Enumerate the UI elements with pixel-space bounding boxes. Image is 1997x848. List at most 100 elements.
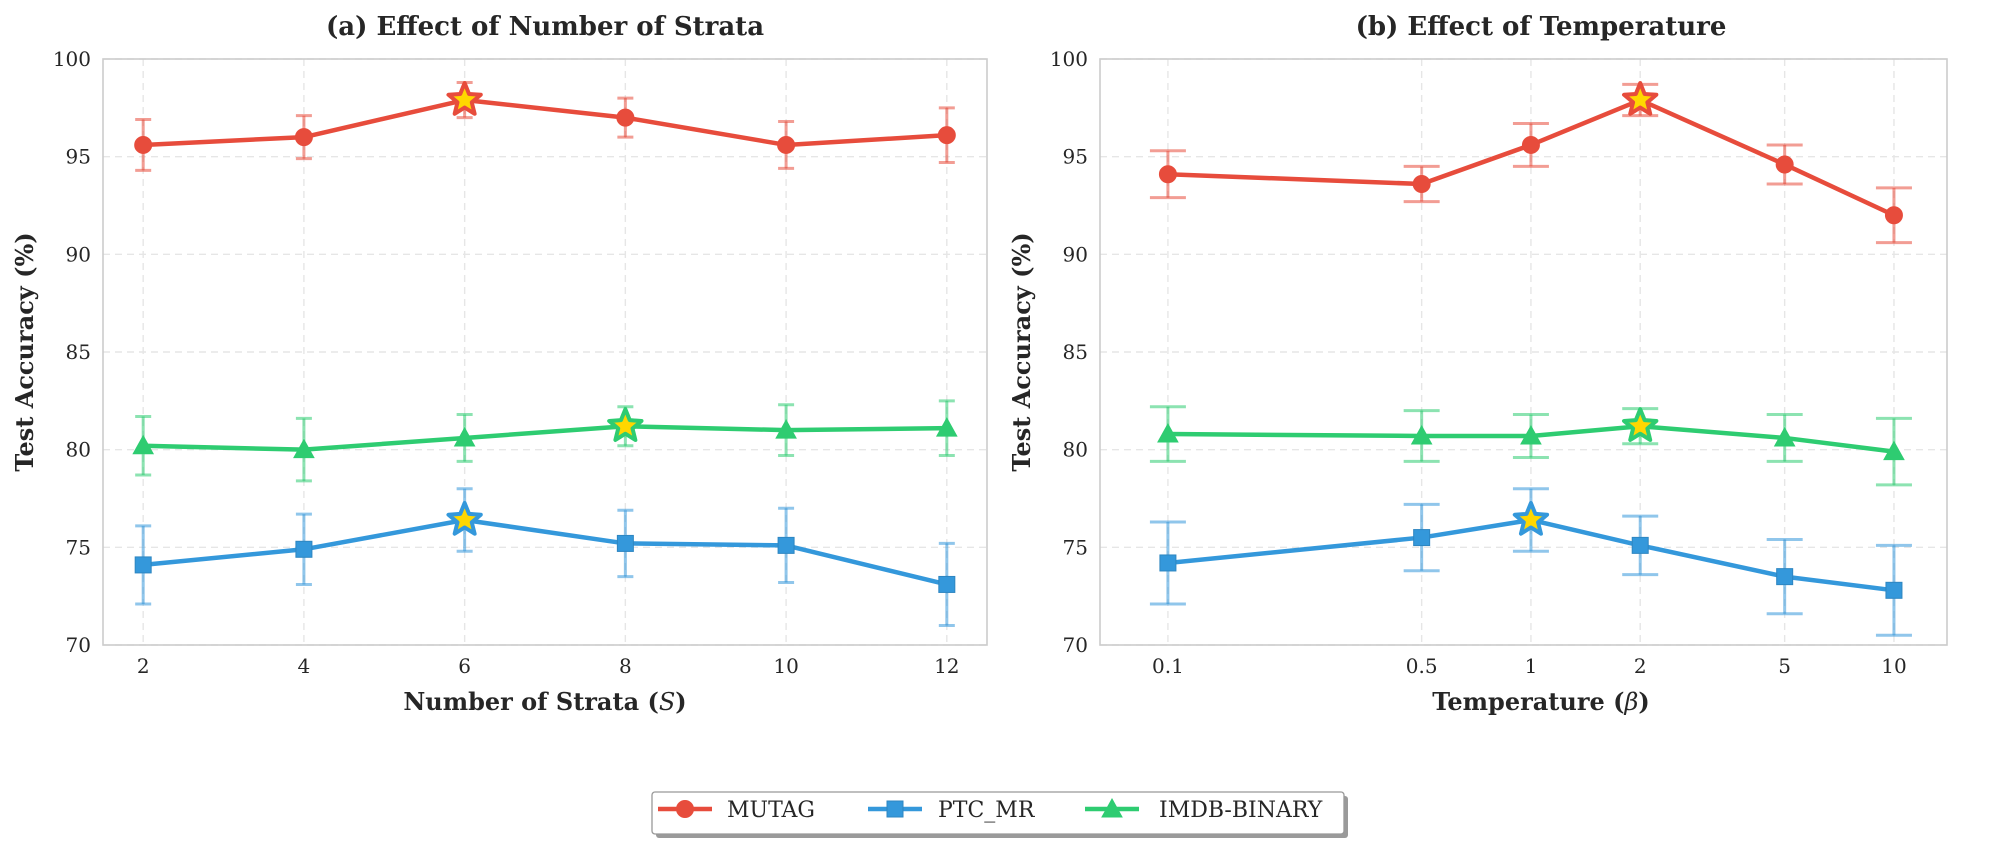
x-tick-labels: 0.1 0.5 1 2 5 10 <box>1152 654 1907 678</box>
y-tick-label: 75 <box>1063 535 1088 559</box>
best-star-ptc-mr <box>1512 500 1550 536</box>
x-axis-label-text: Temperature ( <box>1432 687 1624 716</box>
legend-marker-imdb-binary <box>1101 797 1123 818</box>
point-ptc-mr <box>938 575 956 593</box>
point-ptc-mr <box>134 556 152 574</box>
x-axis-label-suffix: ) <box>1638 687 1649 716</box>
best-star-ptc-mr <box>446 500 483 536</box>
y-tick-label: 95 <box>66 145 91 169</box>
series-line-ptc-mr <box>1165 517 1897 593</box>
x-tick-label: 0.1 <box>1152 654 1184 678</box>
point-imdb-binary <box>775 419 797 439</box>
legend-label-imdb-binary: IMDB-BINARY <box>1159 798 1323 823</box>
legend-label-mutag: MUTAG <box>727 798 815 823</box>
legend: MUTAG PTC_MR IMDB-BINARY <box>651 791 1348 838</box>
y-tick-label: 100 <box>1050 47 1088 71</box>
point-imdb-binary <box>1157 423 1179 443</box>
legend-label-ptc-mr: PTC_MR <box>938 798 1036 823</box>
point-imdb-binary <box>1410 424 1433 445</box>
x-axis-label-suffix: ) <box>675 687 686 716</box>
point-imdb-binary <box>132 434 155 455</box>
series-markers <box>1157 81 1905 599</box>
point-mutag <box>1775 155 1794 174</box>
error-bars <box>135 80 955 627</box>
y-axis-label: Test Accuracy (%) <box>10 232 39 471</box>
series-line-mutag <box>140 97 950 148</box>
legend-items: MUTAG PTC_MR IMDB-BINARY <box>658 797 1323 823</box>
series-line-imdb-binary <box>1165 423 1897 454</box>
point-mutag <box>134 135 153 154</box>
x-tick-labels: 2 4 6 8 10 12 <box>137 654 960 678</box>
best-star-imdb-binary <box>607 407 644 442</box>
point-ptc-mr <box>1885 581 1903 599</box>
point-mutag <box>937 126 956 145</box>
y-tick-label: 85 <box>66 340 91 364</box>
x-tick-label: 12 <box>934 654 959 678</box>
error-bars <box>1149 82 1912 637</box>
x-axis-label: Temperature (β) <box>1432 687 1649 716</box>
y-tick-label: 100 <box>53 47 91 71</box>
x-tick-label: 0.5 <box>1406 654 1438 678</box>
x-axis-label-text: Number of Strata ( <box>403 687 658 716</box>
x-axis-label-symbol: S <box>659 688 675 716</box>
point-ptc-mr <box>1413 529 1431 547</box>
point-imdb-binary <box>1773 426 1796 447</box>
plot-frame <box>1099 58 1948 646</box>
x-tick-label: 10 <box>1881 654 1906 678</box>
y-tick-label: 90 <box>1063 242 1088 266</box>
best-star-imdb-binary <box>1622 407 1659 442</box>
point-ptc-mr <box>616 534 634 552</box>
point-mutag <box>616 108 635 127</box>
point-imdb-binary <box>1520 424 1542 445</box>
point-mutag <box>1412 175 1431 194</box>
x-tick-label: 8 <box>619 654 632 678</box>
x-tick-label: 1 <box>1525 654 1538 678</box>
point-ptc-mr <box>777 536 795 554</box>
best-star-mutag <box>446 81 483 116</box>
series-line-imdb-binary <box>140 423 950 452</box>
x-tick-label: 6 <box>458 654 471 678</box>
x-axis-label: Number of Strata (S) <box>403 687 686 716</box>
point-mutag <box>294 128 313 147</box>
x-tick-label: 2 <box>137 654 150 678</box>
plot-frame <box>102 58 988 646</box>
series-lines <box>1165 97 1897 593</box>
x-tick-label: 5 <box>1778 654 1791 678</box>
legend-marker-ptc-mr <box>886 800 904 818</box>
y-tick-labels: 70 75 80 85 90 95 100 <box>1050 47 1088 657</box>
y-tick-label: 80 <box>1063 438 1088 462</box>
point-imdb-binary <box>293 438 315 459</box>
x-tick-label: 10 <box>773 654 798 678</box>
x-tick-label: 2 <box>1634 654 1647 678</box>
series-line-ptc-mr <box>140 517 950 587</box>
point-imdb-binary <box>453 426 476 447</box>
y-axis-label: Test Accuracy (%) <box>1007 232 1036 471</box>
point-ptc-mr <box>295 540 313 558</box>
point-imdb-binary <box>935 417 958 437</box>
y-tick-label: 80 <box>66 438 91 462</box>
legend-box <box>651 791 1345 835</box>
point-mutag <box>1158 165 1177 184</box>
point-mutag <box>1521 135 1540 154</box>
y-tick-label: 95 <box>1063 145 1088 169</box>
y-tick-label: 85 <box>1063 340 1088 364</box>
y-tick-label: 90 <box>66 242 91 266</box>
point-ptc-mr <box>1159 554 1177 572</box>
point-mutag <box>777 135 796 154</box>
y-tick-labels: 70 75 80 85 90 95 100 <box>53 47 91 657</box>
y-tick-label: 70 <box>1063 633 1088 657</box>
best-star-mutag <box>1622 81 1659 116</box>
panel-title: (a) Effect of Number of Strata <box>326 12 764 42</box>
point-ptc-mr <box>1776 568 1794 586</box>
y-tick-label: 70 <box>66 633 91 657</box>
series-markers <box>132 81 958 593</box>
panel-title: (b) Effect of Temperature <box>1356 12 1727 42</box>
x-axis-label-symbol: β <box>1623 688 1638 716</box>
x-tick-label: 4 <box>298 654 311 678</box>
point-imdb-binary <box>1883 440 1905 461</box>
panel-temperature: (b) Effect of Temperature 0.1 0.5 1 2 5 10 70… <box>1007 12 1948 716</box>
series-line-mutag <box>1165 97 1897 218</box>
series-lines <box>140 97 950 587</box>
